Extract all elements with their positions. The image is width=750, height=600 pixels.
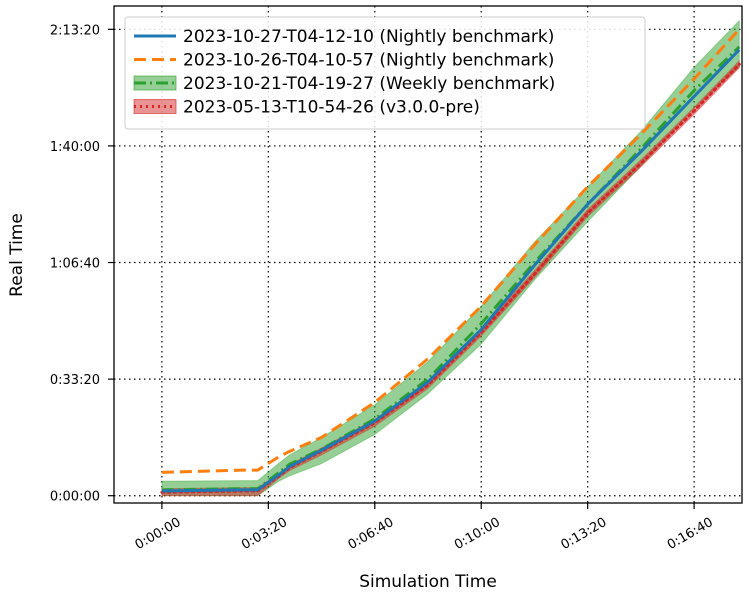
legend-box xyxy=(124,16,646,130)
series-line-2 xyxy=(161,28,741,474)
y-axis-label: Real Time xyxy=(7,213,27,297)
x-axis-label: Simulation Time xyxy=(359,572,497,592)
y-tick-label: 2:13:20 xyxy=(50,23,100,38)
series-line-3 xyxy=(161,45,741,492)
series-lines xyxy=(160,28,741,494)
plot-frame xyxy=(113,5,743,504)
y-tick-label: 0:00:00 xyxy=(50,490,100,505)
series-line-4 xyxy=(160,62,741,494)
legend: 2023-10-27-T04-12-10 (Nightly benchmark)… xyxy=(124,16,646,130)
legend-entry-label: 2023-10-21-T04-19-27 (Weekly benchmark) xyxy=(183,74,555,94)
legend-entry-label: 2023-10-26-T04-10-57 (Nightly benchmark) xyxy=(183,51,554,71)
legend-entry-label: 2023-05-13-T10-54-26 (v3.0.0-pre) xyxy=(183,98,480,118)
y-tick-label: 1:40:00 xyxy=(50,140,100,155)
series-line-1 xyxy=(161,48,741,493)
y-tick-label: 1:06:40 xyxy=(50,257,100,272)
legend-entry-label: 2023-10-27-T04-12-10 (Nightly benchmark) xyxy=(183,27,554,47)
y-tick-label: 0:33:20 xyxy=(50,373,100,388)
